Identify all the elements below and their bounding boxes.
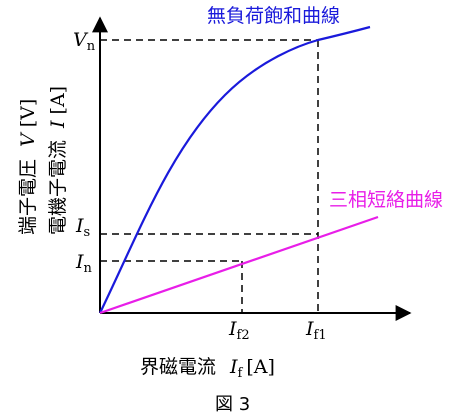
- svg-text:端子電圧V[V]: 端子電圧V[V]: [17, 99, 39, 235]
- is-label: Is: [75, 215, 90, 240]
- no-load-saturation-curve: [99, 25, 371, 314]
- no-load-curve-label: 無負荷飽和曲線: [207, 5, 340, 27]
- figure-caption: 図 3: [215, 394, 250, 415]
- y-axis-title: 端子電圧V[V] 電機子電流I[A]: [17, 86, 69, 235]
- if1-label: If1: [305, 318, 327, 343]
- short-circuit-curve: [99, 215, 379, 315]
- svg-text:電機子電流I[A]: 電機子電流I[A]: [47, 86, 69, 235]
- in-label: In: [75, 251, 93, 276]
- if2-label: If2: [228, 318, 250, 343]
- short-circuit-curve-label: 三相短絡曲線: [329, 189, 443, 211]
- x-axis-title: 界磁電流 If [A]: [140, 356, 275, 381]
- vn-label: Vn: [73, 29, 96, 54]
- guide-lines: [100, 39, 319, 313]
